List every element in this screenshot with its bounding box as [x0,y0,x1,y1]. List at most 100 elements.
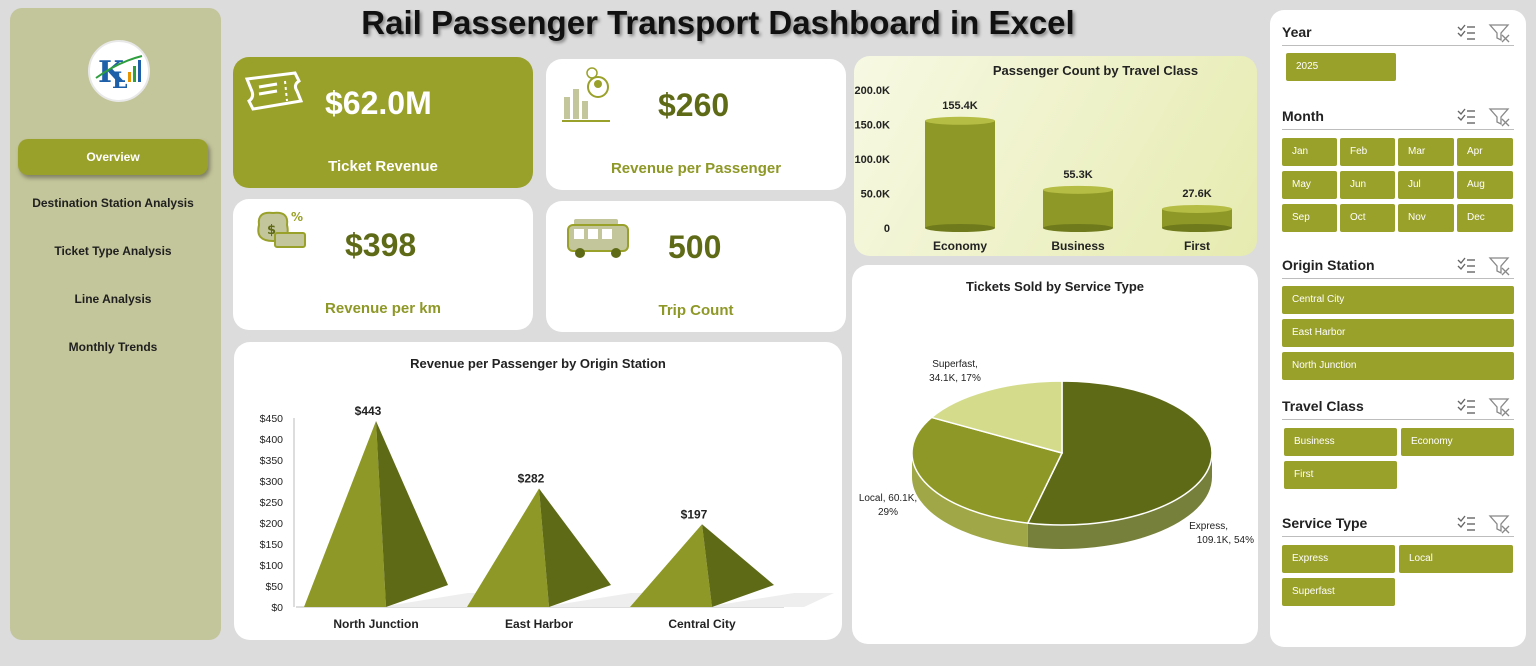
slicer-panel: Year 2025 [1270,10,1526,647]
slicer-month-nov[interactable]: Nov [1398,204,1454,232]
slicer-class-business[interactable]: Business [1284,428,1397,456]
svg-text:L: L [112,68,127,94]
slice-express [1026,380,1213,526]
data-label: 109.1K, 54% [1197,535,1254,546]
pyramid-side [702,524,774,607]
slicer-month-dec[interactable]: Dec [1457,204,1513,232]
y-tick-label: 150.0K [855,120,891,132]
slicer-year-2025[interactable]: 2025 [1286,53,1396,81]
nav-destination-station-analysis[interactable]: Destination Station Analysis [32,196,194,210]
slicer-service-express[interactable]: Express [1282,545,1395,573]
kpi-card-revenue-per-passenger: $260 Revenue per Passenger [546,59,846,190]
bar-base [925,224,995,232]
y-tick-label: 100.0K [855,154,891,166]
y-tick-label: $0 [271,602,283,614]
x-tick-label: Business [1051,239,1105,253]
pyramid-north-junction [304,420,386,607]
x-tick-label: East Harbor [505,617,573,631]
data-label: 34.1K, 17% [929,373,981,384]
slice-local [911,416,1064,524]
bar-top [925,116,995,125]
slicer-class-first[interactable]: First [1284,461,1397,489]
y-tick-label: $200 [260,518,284,530]
slice-side-local [912,453,1028,548]
clear-filter-icon[interactable] [1488,257,1510,276]
data-label: Superfast, [932,359,978,370]
slicer-month-jul[interactable]: Jul [1398,171,1454,199]
bar-economy [925,120,995,228]
bar-base [1043,224,1113,232]
y-tick-label: $100 [260,560,284,572]
revenue-by-origin-chart-card: Revenue per Passenger by Origin Station … [234,342,842,640]
y-tick-label: 0 [884,223,890,235]
revenue-by-origin-chart: $450 $400 $350 $300 $250 $200 $150 $100 $50 $0 $44… [260,404,834,631]
nav-line-analysis[interactable]: Line Analysis [74,292,152,306]
slicer-origin-central-city[interactable]: Central City [1282,286,1514,314]
multi-select-icon[interactable] [1457,257,1475,273]
ticket-icon [244,71,304,111]
pyramid-side [539,488,611,607]
slicer-origin-north-junction[interactable]: North Junction [1282,352,1514,380]
nav-ticket-type-analysis[interactable]: Ticket Type Analysis [54,244,172,258]
multi-select-icon[interactable] [1457,398,1475,414]
slicer-month-jun[interactable]: Jun [1340,171,1395,199]
slicer-month-may[interactable]: May [1282,171,1337,199]
clear-filter-icon[interactable] [1488,515,1510,534]
data-label: 155.4K [942,100,978,112]
multi-select-icon[interactable] [1457,515,1475,531]
trip-count-label: Trip Count [658,302,734,319]
clear-filter-icon[interactable] [1488,108,1510,127]
revenue-by-origin-chart-title: Revenue per Passenger by Origin Station [410,356,666,371]
svg-text:$: $ [267,223,276,238]
bar-top [1162,204,1232,213]
passenger-count-chart-title: Passenger Count by Travel Class [992,63,1199,78]
bus-icon [567,219,629,258]
multi-select-icon[interactable] [1457,108,1475,124]
data-label: 27.6K [1182,188,1211,200]
slicer-service-type-title: Service Type [1282,515,1368,531]
passenger-count-chart: 200.0K 150.0K 100.0K 50.0K 0 155.4K Economy 55.… [855,85,1232,253]
slicer-month-sep[interactable]: Sep [1282,204,1337,232]
logo: K L [88,40,150,102]
bar-business [1043,189,1113,228]
multi-select-icon[interactable] [1457,24,1475,40]
y-tick-label: 50.0K [861,189,890,201]
slicer-class-economy[interactable]: Economy [1401,428,1514,456]
x-tick-label: Central City [668,617,736,631]
data-label: $443 [355,404,382,418]
clear-filter-icon[interactable] [1488,398,1510,417]
slicer-year-title: Year [1282,24,1312,40]
nav-overview[interactable]: Overview [18,139,208,175]
ticket-revenue-label: Ticket Revenue [328,158,438,175]
slicer-month-mar[interactable]: Mar [1398,138,1454,166]
bar-top [1043,185,1113,194]
pyramid-east-harbor [467,488,549,607]
nav-monthly-trends[interactable]: Monthly Trends [68,340,158,354]
slicer-origin-east-harbor[interactable]: East Harbor [1282,319,1514,347]
slicer-service-superfast[interactable]: Superfast [1282,578,1395,606]
revenue-per-km-value: $398 [345,227,417,263]
y-tick-label: $450 [260,413,284,425]
trip-count-value: 500 [668,229,722,265]
slicer-service-local[interactable]: Local [1399,545,1513,573]
slicer-month-feb[interactable]: Feb [1340,138,1395,166]
slicer-year-header: Year [1282,20,1514,46]
slice-superfast [930,380,1063,454]
x-tick-label: First [1184,239,1210,253]
slicer-month-jan[interactable]: Jan [1282,138,1337,166]
slicer-month-title: Month [1282,108,1324,124]
x-tick-label: North Junction [333,617,418,631]
data-label: 55.3K [1063,169,1092,181]
slicer-month-oct[interactable]: Oct [1340,204,1395,232]
y-tick-label: $50 [265,581,283,593]
slicer-month-aug[interactable]: Aug [1457,171,1513,199]
slicer-month-header: Month [1282,104,1514,130]
slicer-month-apr[interactable]: Apr [1457,138,1513,166]
x-tick-label: Economy [933,239,987,253]
pyramid-side [376,420,448,607]
revenue-per-passenger-label: Revenue per Passenger [610,160,782,177]
slicer-origin-title: Origin Station [1282,257,1375,273]
svg-text:%: % [291,210,303,224]
clear-filter-icon[interactable] [1488,24,1510,43]
